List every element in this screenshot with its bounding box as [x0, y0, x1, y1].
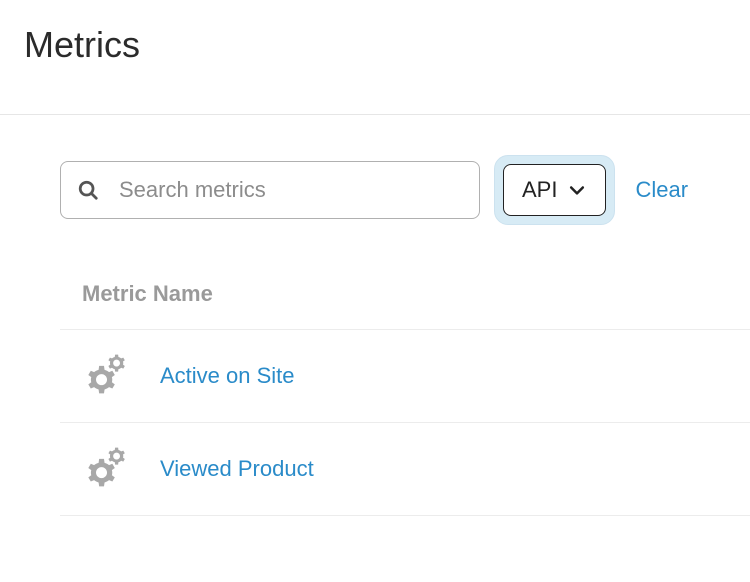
- metric-name-link[interactable]: Viewed Product: [160, 456, 314, 482]
- page-title: Metrics: [24, 24, 750, 66]
- search-icon: [77, 179, 99, 201]
- search-input[interactable]: [117, 176, 463, 204]
- page-header: Metrics: [0, 0, 750, 115]
- filter-dropdown-ring: API: [494, 155, 615, 225]
- column-header-name: Metric Name: [60, 281, 750, 330]
- controls-row: API Clear: [60, 155, 750, 225]
- filter-selected-label: API: [522, 177, 557, 203]
- gears-icon: [82, 447, 126, 491]
- table-row[interactable]: Active on Site: [60, 330, 750, 423]
- filter-dropdown[interactable]: API: [503, 164, 606, 216]
- table-row[interactable]: Viewed Product: [60, 423, 750, 516]
- gears-icon: [82, 354, 126, 398]
- metric-name-link[interactable]: Active on Site: [160, 363, 295, 389]
- metrics-table: Metric Name Active on Site: [60, 281, 750, 516]
- chevron-down-icon: [567, 180, 587, 200]
- clear-link[interactable]: Clear: [635, 177, 688, 203]
- search-field[interactable]: [60, 161, 480, 219]
